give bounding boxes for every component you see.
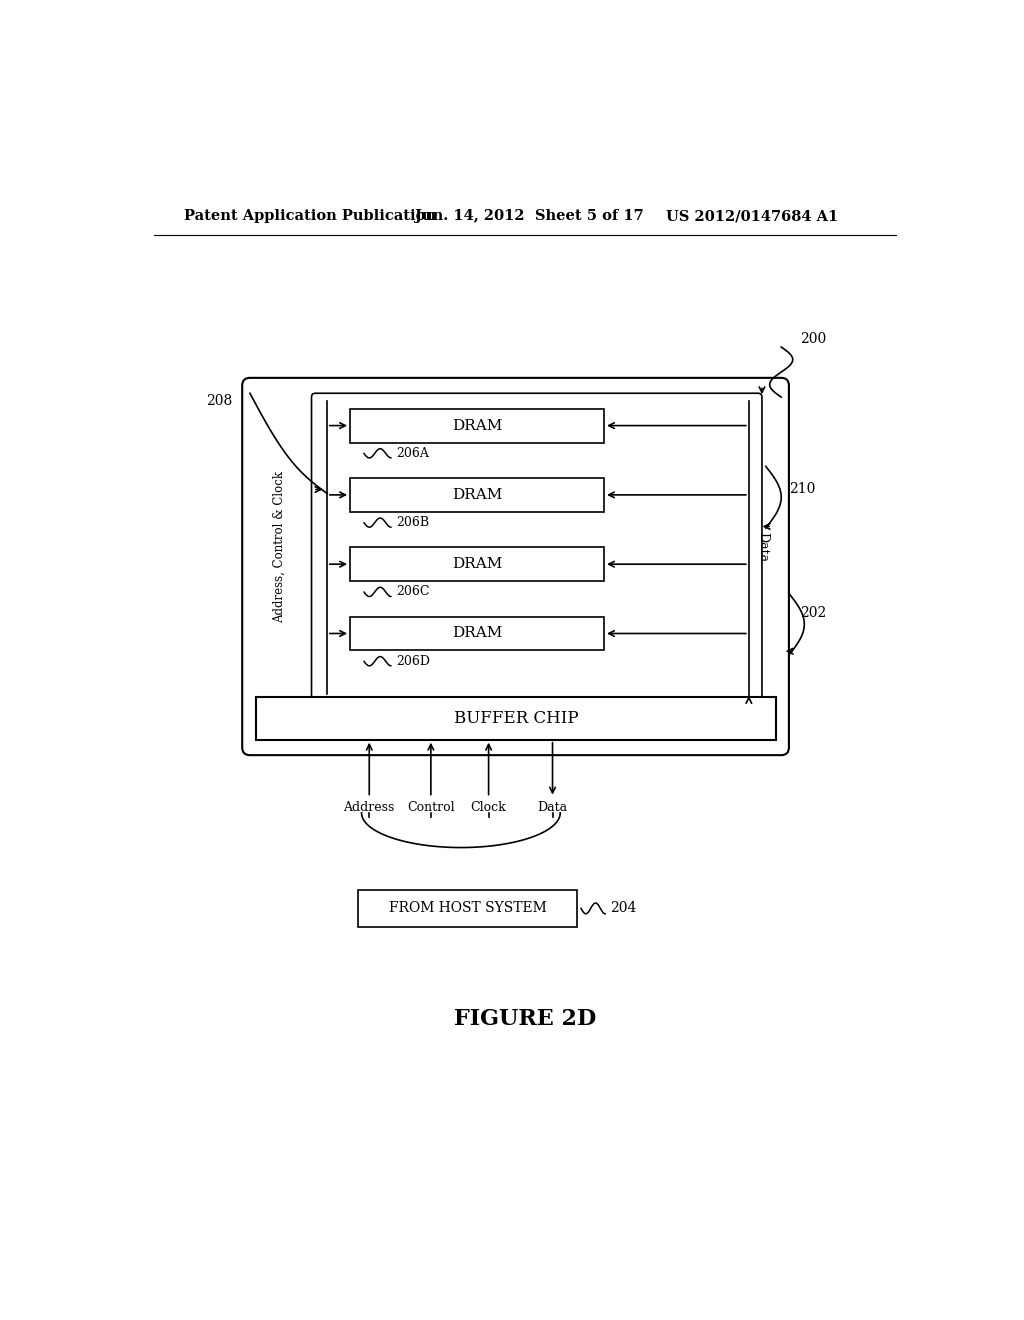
Text: Address: Address [344,801,395,814]
FancyBboxPatch shape [357,890,578,927]
FancyBboxPatch shape [311,393,762,701]
Text: FIGURE 2D: FIGURE 2D [454,1008,596,1030]
Text: 210: 210 [788,482,815,496]
FancyBboxPatch shape [256,697,776,739]
FancyBboxPatch shape [350,548,604,581]
Text: 206C: 206C [395,585,429,598]
Text: US 2012/0147684 A1: US 2012/0147684 A1 [666,209,838,223]
Text: Address, Control & Clock: Address, Control & Clock [272,471,286,623]
Text: Control: Control [408,801,455,814]
Text: 206A: 206A [395,446,429,459]
Text: FROM HOST SYSTEM: FROM HOST SYSTEM [388,902,547,915]
Text: DRAM: DRAM [452,627,502,640]
Text: Clock: Clock [471,801,507,814]
Text: DRAM: DRAM [452,418,502,433]
FancyBboxPatch shape [350,409,604,442]
FancyBboxPatch shape [243,378,788,755]
Text: DRAM: DRAM [452,488,502,502]
Text: 202: 202 [801,606,826,619]
Text: 208: 208 [206,393,232,408]
Text: BUFFER CHIP: BUFFER CHIP [454,710,579,727]
Text: Data: Data [538,801,567,814]
Text: Patent Application Publication: Patent Application Publication [184,209,436,223]
Text: DRAM: DRAM [452,557,502,572]
Text: 204: 204 [610,902,636,915]
Text: Jun. 14, 2012  Sheet 5 of 17: Jun. 14, 2012 Sheet 5 of 17 [416,209,644,223]
FancyBboxPatch shape [350,478,604,512]
Text: 200: 200 [801,333,826,346]
Text: 206D: 206D [395,655,430,668]
Text: Data: Data [757,532,770,562]
FancyBboxPatch shape [350,616,604,651]
Text: 206B: 206B [395,516,429,529]
